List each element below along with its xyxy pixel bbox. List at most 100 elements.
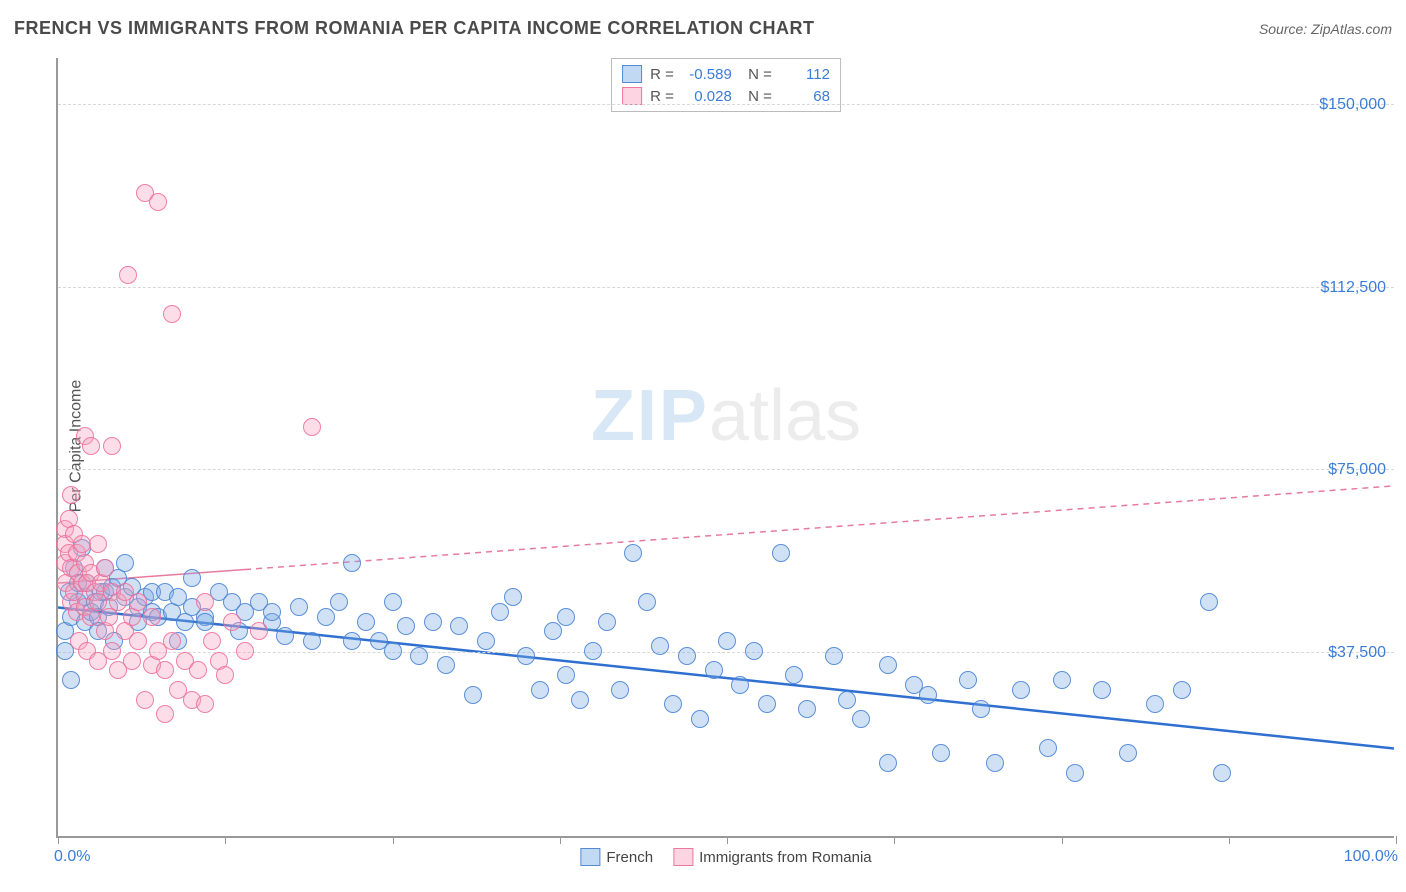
data-point xyxy=(919,686,937,704)
data-point xyxy=(1012,681,1030,699)
x-tick xyxy=(1229,836,1230,844)
swatch-pink-icon xyxy=(673,848,693,866)
data-point xyxy=(531,681,549,699)
gridline xyxy=(58,104,1394,105)
data-point xyxy=(598,613,616,631)
data-point xyxy=(343,632,361,650)
r-value-french: -0.589 xyxy=(682,66,732,83)
data-point xyxy=(424,613,442,631)
data-point xyxy=(838,691,856,709)
data-point xyxy=(852,710,870,728)
chart-title: FRENCH VS IMMIGRANTS FROM ROMANIA PER CA… xyxy=(14,18,814,39)
data-point xyxy=(879,754,897,772)
data-point xyxy=(571,691,589,709)
data-point xyxy=(678,647,696,665)
data-point xyxy=(1066,764,1084,782)
data-point xyxy=(932,744,950,762)
x-tick xyxy=(58,836,59,844)
data-point xyxy=(1213,764,1231,782)
y-tick-label: $112,500 xyxy=(1320,279,1386,297)
source-label: Source: xyxy=(1259,21,1307,37)
data-point xyxy=(1173,681,1191,699)
x-tick xyxy=(1062,836,1063,844)
legend-label-romania: Immigrants from Romania xyxy=(699,849,872,866)
r-label: R = xyxy=(650,66,674,83)
data-point xyxy=(1146,695,1164,713)
data-point xyxy=(290,598,308,616)
data-point xyxy=(464,686,482,704)
x-tick xyxy=(1396,836,1397,844)
data-point xyxy=(216,666,234,684)
data-point xyxy=(384,593,402,611)
data-point xyxy=(123,652,141,670)
data-point xyxy=(437,656,455,674)
data-point xyxy=(1119,744,1137,762)
x-tick xyxy=(393,836,394,844)
data-point xyxy=(189,661,207,679)
source-attribution: Source: ZipAtlas.com xyxy=(1259,21,1392,37)
data-point xyxy=(129,632,147,650)
data-point xyxy=(357,613,375,631)
data-point xyxy=(731,676,749,694)
data-point xyxy=(705,661,723,679)
data-point xyxy=(136,691,154,709)
data-point xyxy=(143,608,161,626)
data-point xyxy=(544,622,562,640)
gridline xyxy=(58,469,1394,470)
x-tick xyxy=(727,836,728,844)
data-point xyxy=(1200,593,1218,611)
stats-row-french: R = -0.589 N = 112 xyxy=(622,63,830,85)
data-point xyxy=(664,695,682,713)
data-point xyxy=(196,613,214,631)
watermark-bold: ZIP xyxy=(591,376,709,456)
source-value: ZipAtlas.com xyxy=(1311,21,1392,37)
data-point xyxy=(156,661,174,679)
trend-lines-svg xyxy=(58,58,1394,836)
data-point xyxy=(163,305,181,323)
legend-label-french: French xyxy=(606,849,653,866)
data-point xyxy=(317,608,335,626)
data-point xyxy=(250,622,268,640)
n-label: N = xyxy=(740,66,772,83)
x-tick xyxy=(560,836,561,844)
data-point xyxy=(611,681,629,699)
x-axis-max-label: 100.0% xyxy=(1344,848,1398,866)
data-point xyxy=(116,554,134,572)
data-point xyxy=(624,544,642,562)
data-point xyxy=(303,418,321,436)
data-point xyxy=(163,632,181,650)
data-point xyxy=(504,588,522,606)
r-value-romania: 0.028 xyxy=(682,88,732,105)
data-point xyxy=(223,613,241,631)
data-point xyxy=(119,266,137,284)
data-point xyxy=(62,486,80,504)
data-point xyxy=(410,647,428,665)
series-legend: French Immigrants from Romania xyxy=(580,848,871,866)
data-point xyxy=(557,666,575,684)
n-label: N = xyxy=(740,88,772,105)
data-point xyxy=(129,593,147,611)
data-point xyxy=(62,671,80,689)
data-point xyxy=(384,642,402,660)
data-point xyxy=(82,437,100,455)
data-point xyxy=(517,647,535,665)
data-point xyxy=(203,632,221,650)
data-point xyxy=(691,710,709,728)
data-point xyxy=(236,642,254,660)
data-point xyxy=(879,656,897,674)
data-point xyxy=(149,193,167,211)
y-tick-label: $37,500 xyxy=(1328,644,1386,662)
data-point xyxy=(196,695,214,713)
data-point xyxy=(1053,671,1071,689)
data-point xyxy=(745,642,763,660)
data-point xyxy=(785,666,803,684)
data-point xyxy=(397,617,415,635)
y-tick-label: $75,000 xyxy=(1328,461,1386,479)
legend-item-french: French xyxy=(580,848,653,866)
data-point xyxy=(651,637,669,655)
gridline xyxy=(58,287,1394,288)
data-point xyxy=(584,642,602,660)
data-point xyxy=(557,608,575,626)
legend-item-romania: Immigrants from Romania xyxy=(673,848,872,866)
data-point xyxy=(303,632,321,650)
